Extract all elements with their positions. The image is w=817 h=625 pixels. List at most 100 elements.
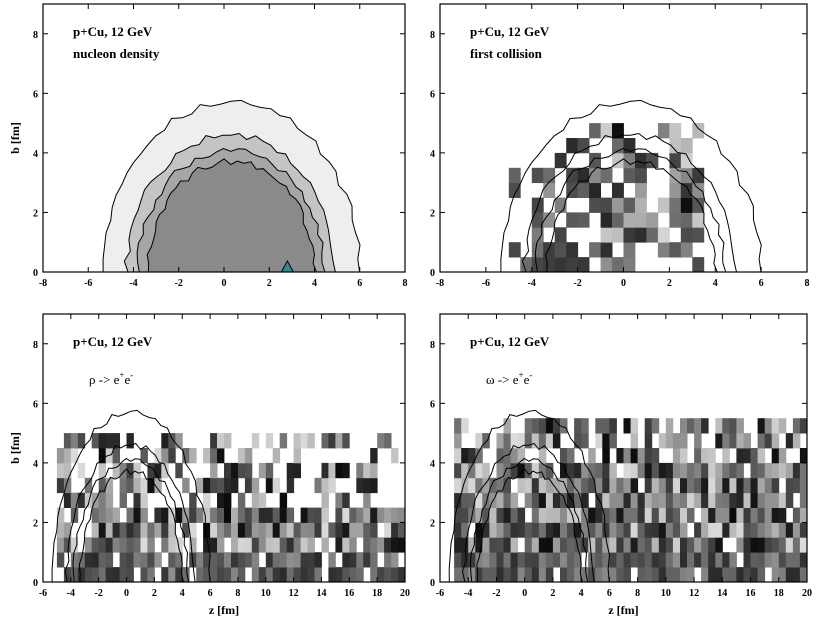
heatmap-cell (646, 212, 659, 228)
heatmap-cell (258, 537, 267, 553)
heatmap-cell (552, 537, 561, 553)
heatmap-cell (454, 522, 462, 538)
heatmap-cell (168, 522, 176, 538)
panel-title: p+Cu, 12 GeV (73, 334, 153, 349)
heatmap-cell (743, 537, 751, 553)
heatmap-cell (335, 537, 343, 553)
heatmap-cell (175, 462, 183, 479)
density-contour-2 (461, 442, 595, 582)
x-tick-label: -2 (573, 278, 581, 289)
heatmap-cell (524, 462, 533, 479)
heatmap-cell (300, 433, 308, 449)
x-tick-label: 0 (522, 588, 527, 599)
heatmap-cell (623, 242, 636, 258)
heatmap-cell (692, 182, 705, 198)
heatmap-cell (307, 522, 315, 538)
heatmap-cell (224, 492, 232, 508)
heatmap-cell (538, 567, 547, 582)
heatmap-cell (743, 507, 751, 523)
heatmap-cell (764, 477, 773, 494)
heatmap-cell (531, 257, 544, 272)
heatmap-cell (217, 567, 225, 582)
heatmap-cell (646, 227, 659, 243)
heatmap-cell (489, 552, 497, 568)
heatmap-cell (244, 507, 253, 523)
heatmap-cell (635, 227, 647, 243)
heatmap-cell (454, 462, 462, 479)
y-tick-label: 2 (430, 518, 435, 529)
panel-bottom-left: -6 -4 -2 0 2 4 6 8 10 12 14 16 18 20 0 2 4 6 8 b [fm] z [fm]… (8, 313, 410, 617)
heatmap-cell (757, 462, 766, 479)
heatmap-cell (757, 477, 766, 494)
heatmap-cell (672, 433, 681, 449)
heatmap-cell (630, 537, 639, 553)
heatmap-cell (140, 448, 148, 464)
heatmap-cell (602, 418, 610, 434)
heatmap-cell (503, 462, 511, 479)
heatmap-cell (792, 537, 801, 553)
heatmap-cell (265, 507, 274, 523)
x-tick-label: 20 (802, 588, 812, 599)
heatmap-cell (694, 522, 702, 538)
heatmap-cell (258, 462, 267, 479)
heatmap-cell (616, 537, 624, 553)
heatmap-cell (545, 567, 554, 582)
heatmap-cell (589, 242, 601, 258)
heatmap-cell (531, 537, 540, 553)
heatmap-cell (799, 448, 807, 464)
heatmap-cell (56, 462, 65, 479)
density-contour-1 (51, 409, 211, 582)
heatmap-cell (265, 567, 274, 582)
heatmap-cell (251, 477, 260, 494)
heatmap-cell (168, 433, 176, 449)
heatmap-cell (489, 507, 497, 523)
heatmap-cell (743, 522, 751, 538)
heatmap-cell (203, 552, 211, 568)
heatmap-cell (279, 492, 288, 508)
heatmap-cell (623, 448, 631, 464)
heatmap-cell (644, 492, 653, 508)
heatmap-cell (552, 552, 561, 568)
heatmap-cell (342, 552, 350, 568)
heatmap-cell (119, 462, 127, 479)
x-tick-label: 0 (621, 278, 626, 289)
heatmap-cell (321, 462, 329, 479)
heatmap-cell (482, 462, 490, 479)
heatmap-cell (161, 522, 169, 538)
heatmap-cell (510, 522, 519, 538)
heatmap-cell (105, 537, 114, 553)
density-contour-2 (64, 442, 196, 582)
heatmap-cell (342, 492, 350, 508)
heatmap-cell (577, 167, 590, 184)
heatmap-cell (182, 567, 190, 582)
plot-area (51, 409, 405, 582)
heatmap-cell (119, 492, 127, 508)
heatmap-cell (342, 433, 350, 449)
heatmap-cell (651, 492, 660, 508)
heatmap-cell (602, 462, 610, 479)
heatmap-cell (635, 182, 647, 198)
heatmap-cell (210, 522, 218, 538)
triangle-marker (280, 259, 294, 272)
density-contour-3 (469, 457, 589, 582)
heatmap-cell (609, 522, 617, 538)
heatmap-cell (552, 418, 561, 434)
heatmap-cell (517, 462, 526, 479)
heatmap-cell (286, 552, 295, 568)
heatmap-cell (785, 537, 794, 553)
heatmap-cell (567, 507, 575, 523)
heatmap-cell (265, 462, 274, 479)
heatmap-cell (370, 477, 378, 494)
heatmap-cell (328, 433, 336, 449)
heatmap-cell (321, 433, 329, 449)
panel-subtitle: ω -> e+e- (486, 370, 532, 387)
x-tick-label: 18 (774, 588, 784, 599)
heatmap-cell (602, 522, 610, 538)
heatmap-cell (757, 448, 766, 464)
heatmap-cell (602, 567, 610, 582)
heatmap-cell (589, 123, 601, 139)
x-tick-label: 2 (667, 278, 672, 289)
x-tick-label: 12 (289, 588, 299, 599)
heatmap-cell (778, 492, 787, 508)
density-contour-4 (545, 158, 718, 272)
